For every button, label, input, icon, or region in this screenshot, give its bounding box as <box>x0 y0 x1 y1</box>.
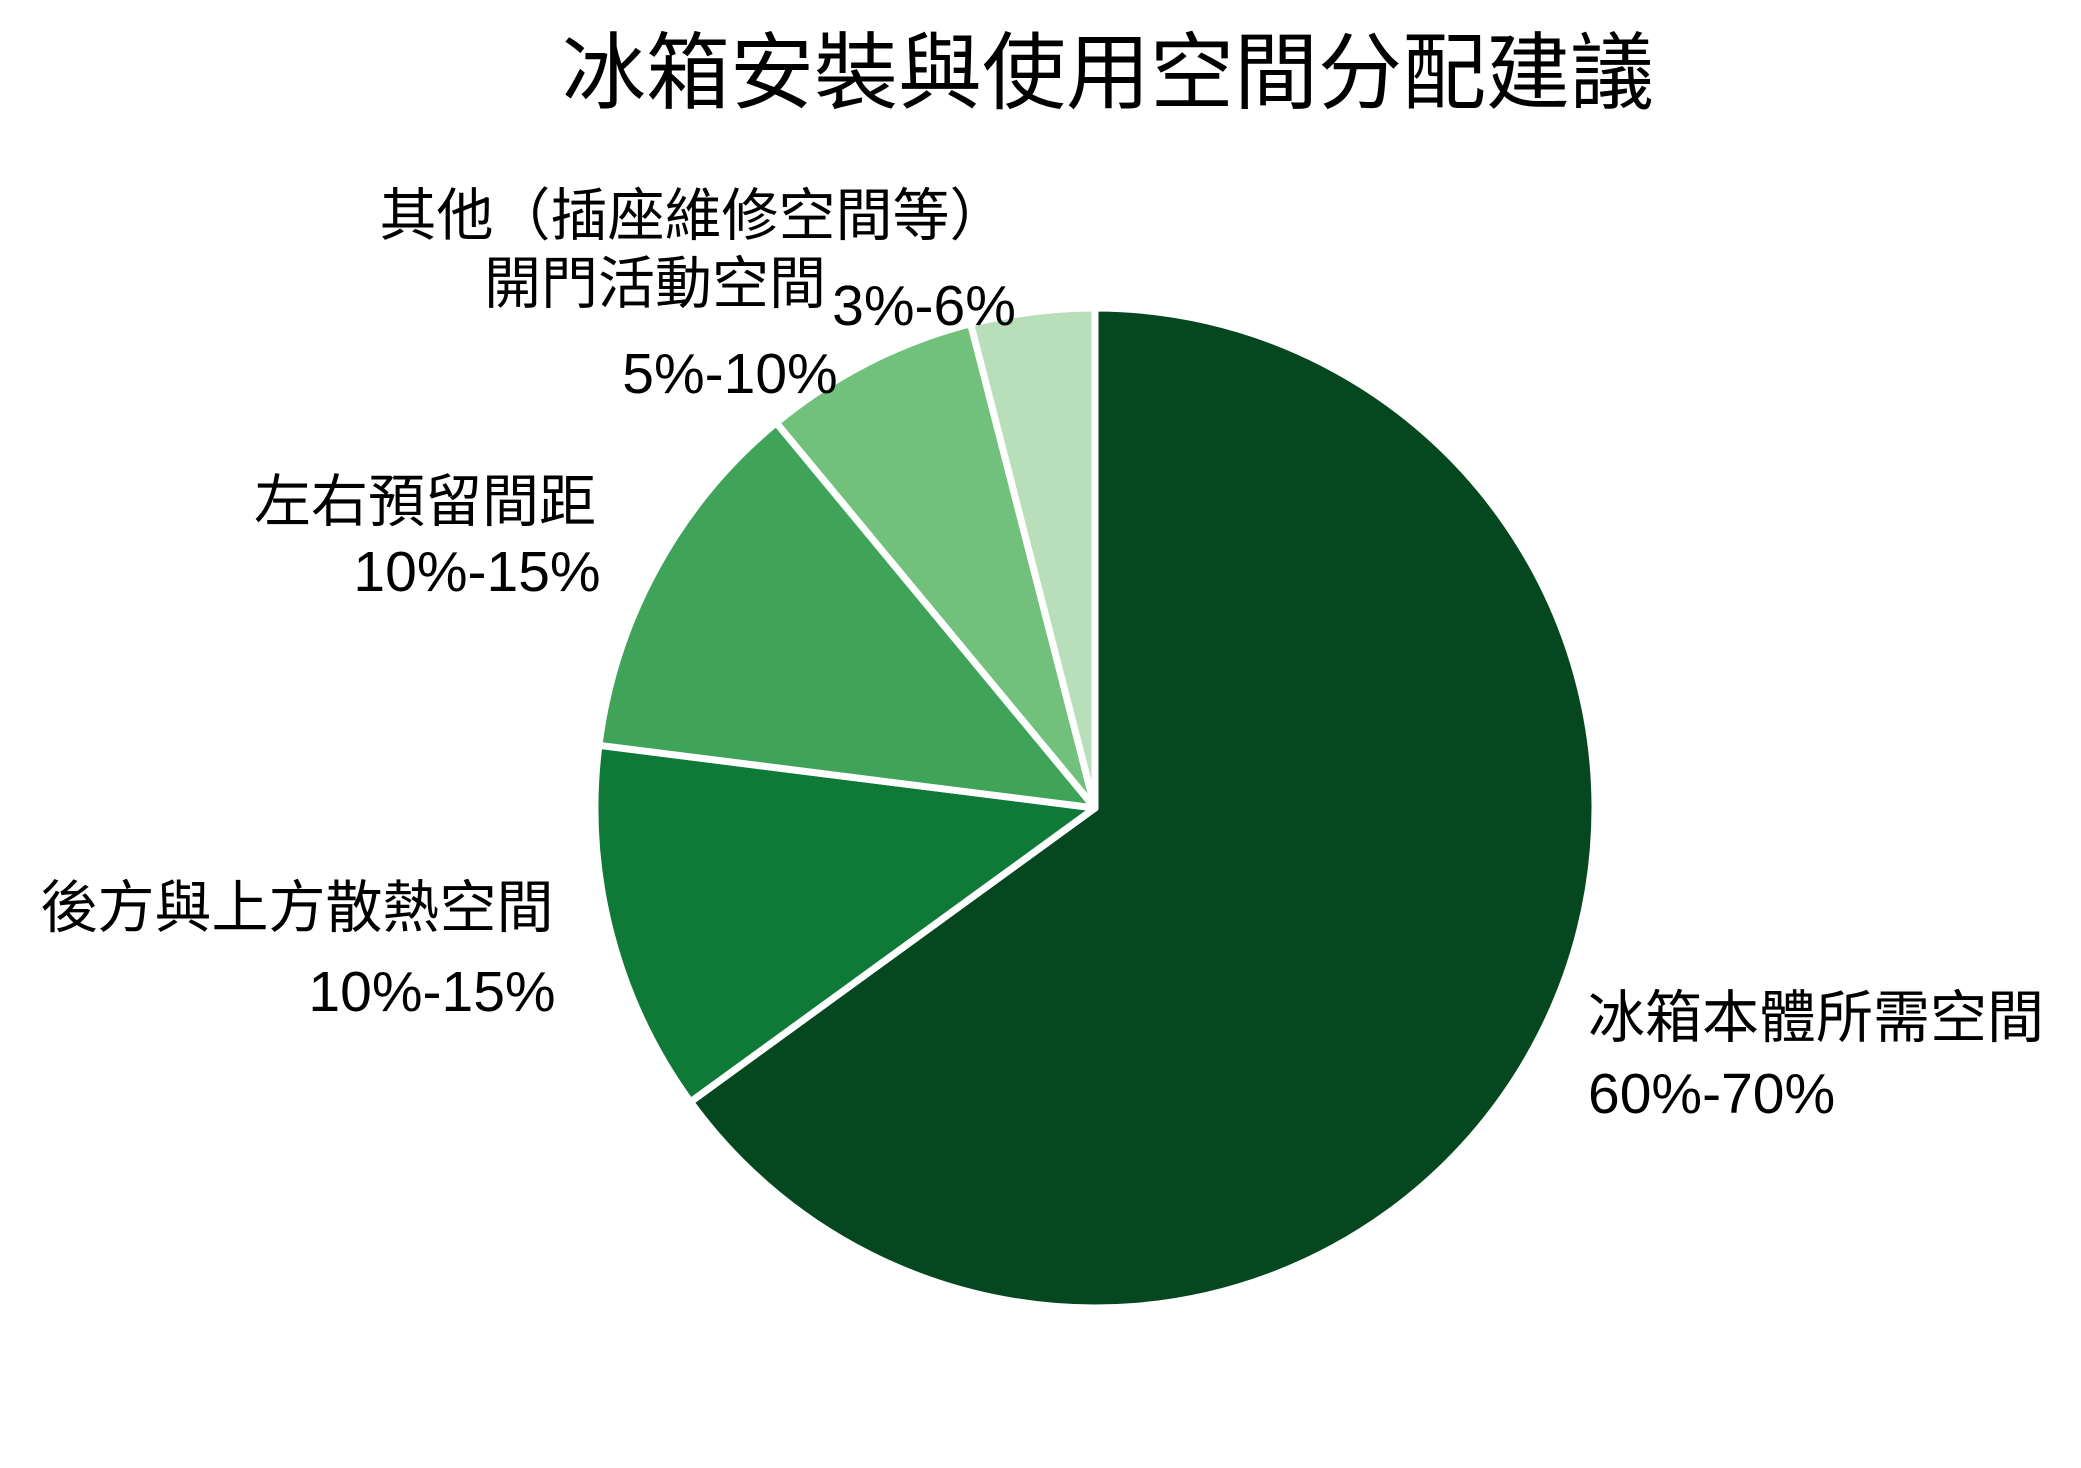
slice-label-main-value: 60%-70% <box>1588 1062 1836 1126</box>
pie-slice-3[interactable] <box>772 320 1099 812</box>
slice-label-sides-value: 10%-15% <box>353 540 601 604</box>
chart-title: 冰箱安裝與使用空間分配建議 <box>561 26 1655 120</box>
slice-label-other-name: 其他（插座維修空間等） <box>379 184 1007 248</box>
pie-slice-4[interactable] <box>967 304 1099 812</box>
slice-label-back-value: 10%-15% <box>308 960 556 1024</box>
slice-label-sides-name: 左右預留間距 <box>254 470 596 534</box>
pie-slice-2[interactable] <box>595 419 1099 812</box>
slice-label-back-name: 後方與上方散熱空間 <box>40 876 554 940</box>
slice-label-door-value: 5%-10% <box>622 342 838 406</box>
slice-label-other-value: 3%-6% <box>832 274 1016 338</box>
slice-label-main-name: 冰箱本體所需空間 <box>1588 986 2044 1050</box>
slice-label-door-name: 開門活動空間 <box>484 252 826 316</box>
pie-slice-1[interactable] <box>591 741 1099 1106</box>
pie-slice-0[interactable] <box>686 304 1599 1312</box>
